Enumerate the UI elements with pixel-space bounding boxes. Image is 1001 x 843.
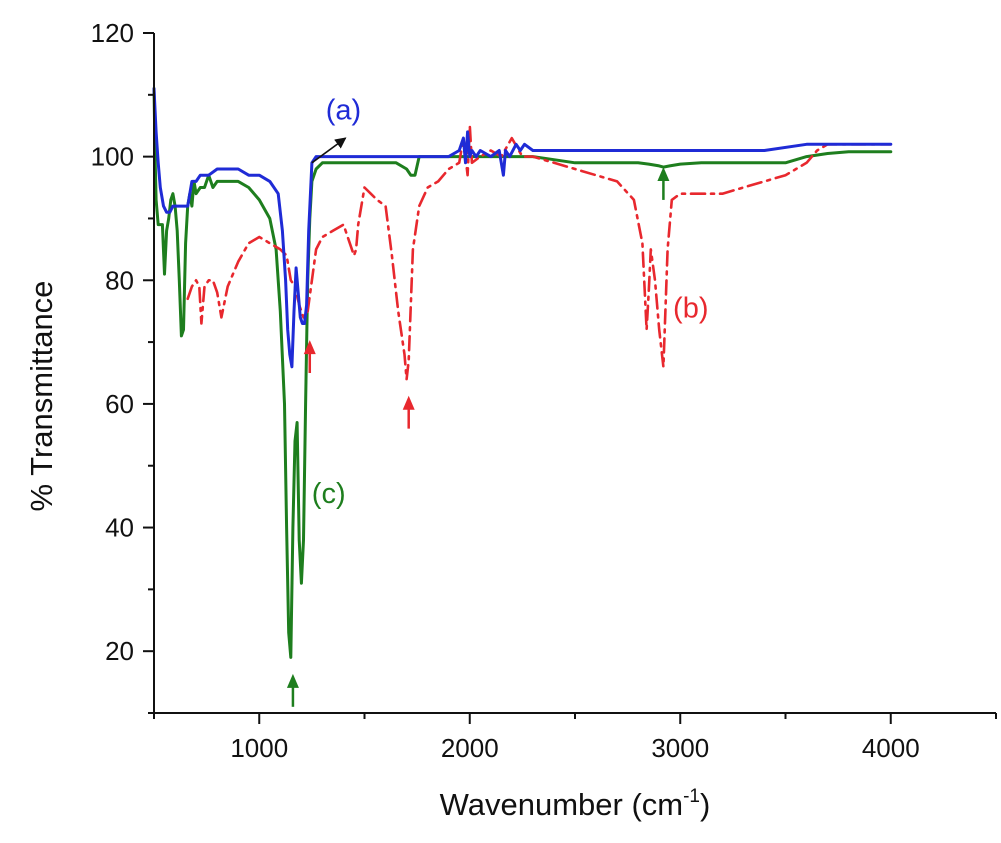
y-tick-label: 40 (105, 513, 134, 543)
y-tick-label: 20 (105, 636, 134, 666)
x-tick-label: 3000 (651, 733, 709, 763)
series-label-a: (a) (326, 95, 361, 127)
series-label-c: (c) (312, 478, 346, 510)
series-layer (152, 87, 893, 659)
peak-marker-arrow (402, 395, 415, 429)
y-tick-label: 60 (105, 389, 134, 419)
axes: 20 40 60 80 100 120 1000 2000 3000 4000 (91, 18, 997, 763)
annotation-layer: (a) (b) (c) (311, 95, 709, 510)
y-tick-label: 80 (105, 265, 134, 295)
y-tick-label: 120 (91, 18, 134, 48)
peak-marker-arrow (657, 167, 670, 200)
x-axis-title-main: Wavenumber (cm (440, 787, 683, 822)
x-tick-label: 2000 (441, 733, 499, 763)
x-tick-label: 4000 (862, 733, 920, 763)
x-axis-title-close: ) (700, 787, 710, 822)
series-label-pointer-arrow (311, 137, 347, 164)
x-axis-title-superscript: -1 (683, 786, 700, 807)
y-axis-title: % Transmittance (24, 281, 59, 512)
x-axis-title: Wavenumber (cm-1) (440, 786, 711, 822)
series-line-b (186, 124, 893, 381)
y-tick-label: 100 (91, 142, 134, 172)
peak-marker-arrow (303, 340, 316, 373)
series-line-a (152, 87, 893, 369)
series-label-b: (b) (673, 292, 708, 324)
peak-marker-arrow (286, 673, 299, 707)
marker-layer (286, 167, 670, 707)
series-line-c (152, 87, 893, 659)
x-tick-label: 1000 (230, 733, 288, 763)
